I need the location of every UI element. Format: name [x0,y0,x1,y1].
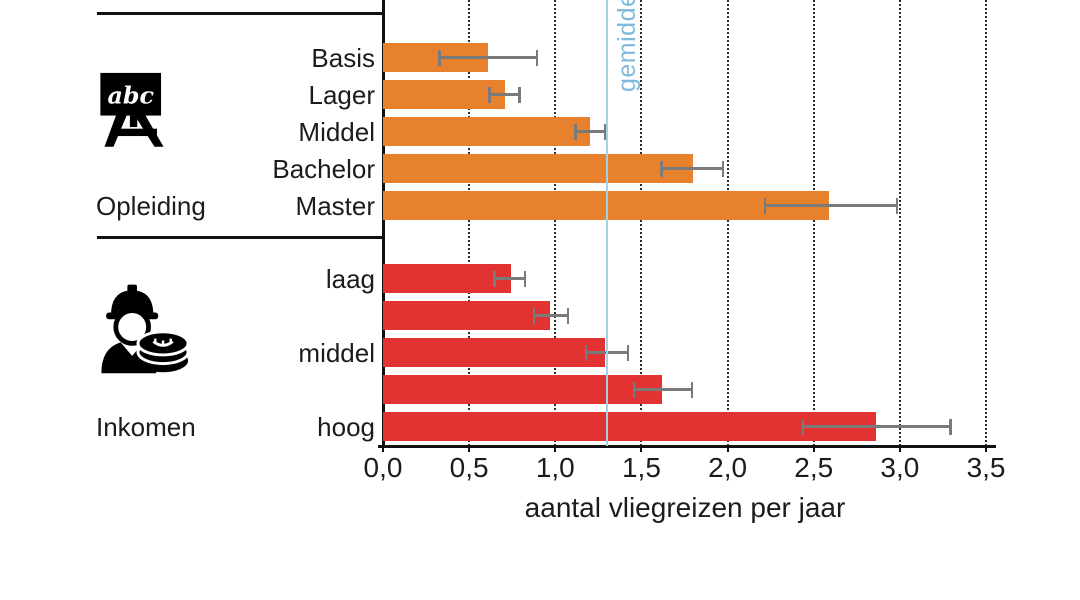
x-tick-3,0 [898,445,901,452]
gridline-1,5 [640,0,643,446]
error-cap-low-basis [438,49,441,66]
education-blackboard-icon: abc [93,66,175,152]
row-label-bachelor: Bachelor [272,153,375,184]
row-label-lager: Lager [308,79,376,110]
group-label-opleiding: Opleiding [96,190,206,221]
x-axis-line [378,445,996,448]
error-bar-master [763,204,899,207]
x-tick-label-3,5: 3,5 [966,452,1006,483]
x-tick-1,5 [640,445,643,452]
bar-bachelor [383,154,694,183]
error-bar-inkomen-row-4 [632,388,694,391]
bar-inkomen-row-2 [383,301,551,330]
x-tick-label-3,0: 3,0 [880,452,920,483]
row-label-middel: middel [298,337,375,368]
error-cap-low-laag [493,270,496,287]
error-cap-low-inkomen-row-4 [632,381,636,398]
error-cap-high-hoog [949,418,952,435]
x-tick-label-0,5: 0,5 [449,452,489,483]
gridline-0,5 [468,0,471,446]
gridline-2,5 [812,0,815,446]
bar-inkomen-row-4 [383,375,663,404]
error-cap-low-middel [584,344,588,361]
x-tick-0,0 [382,445,384,452]
error-cap-high-middel [626,344,630,361]
error-bar-middel [574,130,607,133]
gridline-3,5 [985,0,988,446]
x-tick-0,5 [468,445,471,452]
error-cap-low-bachelor [660,160,663,177]
row-label-middel: Middel [298,116,375,147]
average-line-label: gemiddelde [612,0,641,92]
income-worker-coins-icon [84,278,190,376]
x-tick-label-1,5: 1,5 [621,452,661,483]
bar-lager [383,80,506,109]
error-cap-high-laag [523,270,526,287]
error-bar-lager [488,93,521,96]
error-cap-high-inkomen-row-4 [690,381,694,398]
error-cap-high-basis [535,49,539,66]
x-tick-2,0 [726,445,729,452]
error-bar-basis [438,56,539,59]
gridline-3,0 [898,0,901,446]
error-bar-hoog [801,425,952,428]
x-tick-label-2,0: 2,0 [708,452,748,483]
error-cap-low-inkomen-row-2 [532,307,536,324]
error-cap-low-hoog [801,418,805,435]
gridline-2,0 [726,0,729,446]
error-cap-high-lager [518,86,521,103]
bar-middel [383,117,590,146]
section-divider-top [97,12,383,15]
error-cap-high-inkomen-row-2 [566,307,570,324]
error-cap-high-bachelor [721,160,725,177]
error-bar-inkomen-row-2 [532,314,570,317]
error-bar-laag [493,277,526,280]
gridline-1,0 [554,0,557,446]
y-axis-line [382,0,385,446]
row-label-laag: laag [325,263,375,294]
error-cap-low-middel [574,123,577,140]
error-cap-high-master [895,197,899,214]
error-cap-low-lager [488,86,491,103]
section-divider-middle [97,236,383,239]
x-axis-title: aantal vliegreizen per jaar [524,492,846,523]
x-tick-3,5 [985,445,988,452]
error-cap-low-master [763,197,767,214]
blackboard-abc-text: abc [107,81,154,109]
x-tick-label-2,5: 2,5 [794,452,834,483]
average-line [605,0,609,446]
error-cap-high-middel [604,123,607,140]
group-label-inkomen: Inkomen [96,411,196,442]
row-label-master: Master [295,190,375,221]
bar-middel [383,338,606,367]
error-bar-bachelor [660,167,725,170]
row-label-basis: Basis [311,42,375,73]
x-tick-label-0,0: 0,0 [363,452,403,483]
bar-laag [383,264,511,293]
x-tick-1,0 [554,445,557,452]
bar-hoog [383,412,876,441]
x-tick-2,5 [812,445,815,452]
row-label-hoog: hoog [317,411,375,442]
x-tick-label-1,0: 1,0 [535,452,575,483]
